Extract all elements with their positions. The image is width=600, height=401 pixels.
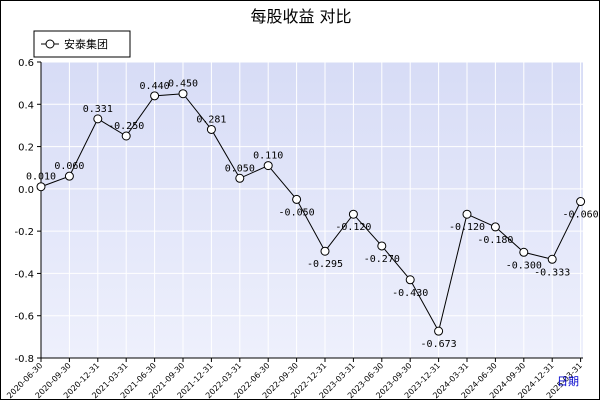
x-axis-label: 日期: [557, 375, 579, 388]
data-point: [36, 182, 46, 192]
data-label: 0.450: [168, 79, 198, 90]
plot-area: [41, 62, 583, 358]
data-point: [377, 241, 387, 251]
data-point: [434, 326, 444, 336]
data-label: 0.050: [225, 163, 255, 174]
data-label: -0.060: [563, 210, 599, 221]
data-point: [64, 171, 74, 181]
data-point: [206, 124, 216, 134]
data-point: [348, 209, 358, 219]
y-tick-label: -0.6: [14, 312, 34, 323]
data-point: [178, 89, 188, 99]
data-point: [150, 91, 160, 101]
y-tick-label: 0.0: [18, 185, 34, 196]
data-point: [235, 173, 245, 183]
data-point: [121, 131, 131, 141]
chart-title: 每股收益 对比: [250, 7, 351, 26]
data-label: -0.270: [364, 254, 400, 265]
data-point: [519, 247, 529, 257]
y-tick-label: 0.4: [18, 100, 34, 111]
series-markers: [36, 89, 586, 336]
data-label: -0.180: [477, 235, 513, 246]
data-label: -0.250: [108, 121, 144, 132]
data-label: -0.430: [392, 288, 428, 299]
data-label: 0.331: [83, 104, 113, 115]
legend-marker-icon: [45, 39, 55, 49]
data-point: [462, 209, 472, 219]
data-label: -0.333: [534, 267, 570, 278]
data-label: 0.440: [140, 81, 170, 92]
data-label: 0.281: [196, 114, 226, 125]
legend: 安泰集团: [33, 30, 131, 58]
y-axis: 0.6 0.4 0.2 0.0 -0.2 -0.4 -0.6 -0.8: [14, 58, 42, 365]
data-point: [292, 194, 302, 204]
data-label: -0.120: [449, 222, 485, 233]
data-label: 0.110: [253, 151, 283, 162]
legend-entry-label: 安泰集团: [64, 37, 108, 51]
y-tick-label: -0.2: [14, 227, 34, 238]
data-point: [490, 222, 500, 232]
data-point: [576, 197, 586, 207]
data-label: -0.673: [421, 339, 457, 350]
data-label: 0.010: [26, 172, 56, 183]
series-line: [40, 93, 582, 333]
y-tick-label: -0.4: [14, 269, 34, 280]
y-tick-label: -0.8: [14, 354, 34, 365]
data-label: -0.050: [279, 207, 315, 218]
y-tick-label: 0.2: [18, 143, 34, 154]
data-point: [405, 275, 415, 285]
data-label: 0.060: [54, 161, 84, 172]
data-point: [93, 114, 103, 124]
data-label: -0.300: [506, 260, 542, 271]
data-point: [547, 254, 557, 264]
data-point: [320, 246, 330, 256]
x-axis: 2020-06-302020-09-302020-12-312021-03-31…: [5, 357, 584, 400]
y-tick-label: 0.6: [18, 58, 34, 69]
data-label: -0.295: [307, 259, 343, 270]
data-point: [263, 161, 273, 171]
data-label: -0.120: [335, 222, 371, 233]
